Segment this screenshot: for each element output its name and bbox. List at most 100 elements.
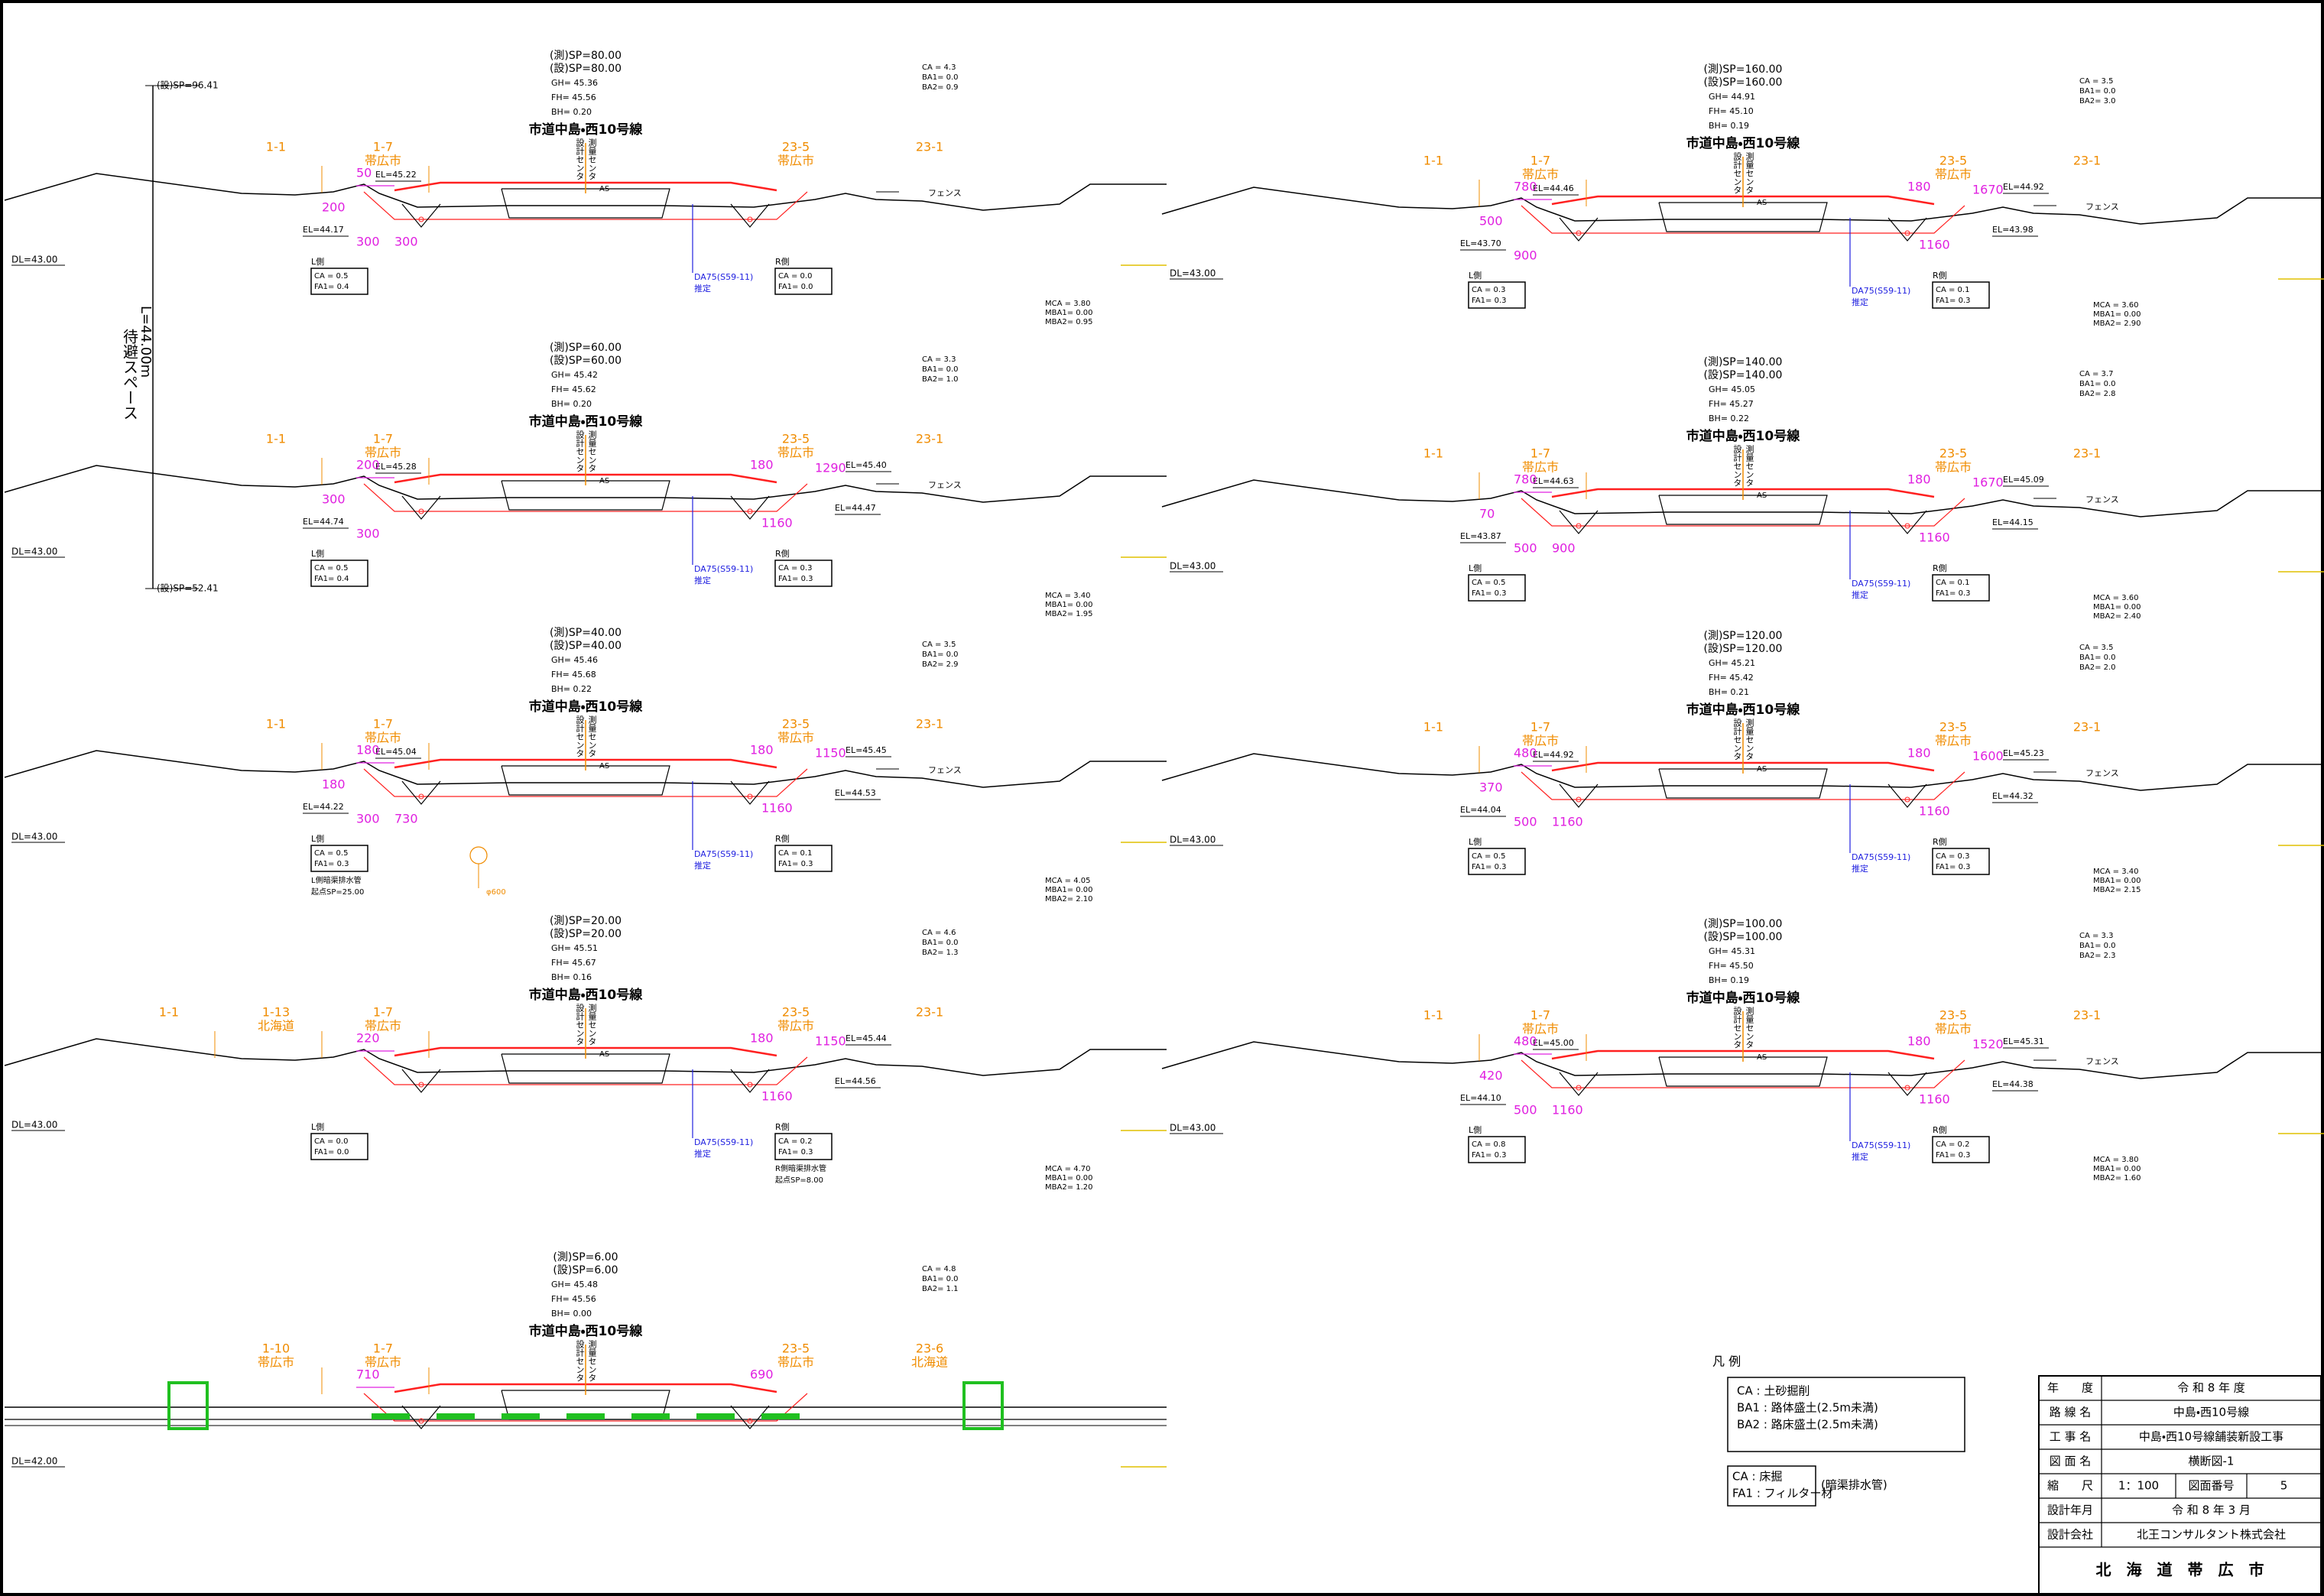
side-box — [1468, 281, 1526, 309]
side-label: L側 — [1469, 1125, 1482, 1135]
parcel-owner: 帯広市 — [365, 1355, 401, 1370]
dimension: 500 — [1514, 815, 1537, 829]
side-value: CA = 0.0 — [778, 272, 812, 281]
side-value: CA = 0.3 — [1936, 852, 1969, 861]
tb-value: 中島・西10号線 — [2173, 1406, 2249, 1419]
dimension: 1520 — [1972, 1037, 2004, 1052]
pipe — [418, 216, 424, 222]
dimension: 180 — [1907, 1034, 1931, 1049]
side-box — [774, 845, 833, 872]
dimension: 1600 — [1972, 749, 2004, 764]
side-box — [774, 560, 833, 587]
dimension: 690 — [750, 1367, 774, 1382]
parcel-owner: 帯広市 — [777, 1355, 814, 1370]
elevation: EL=44.22 — [303, 802, 344, 812]
tb-label: 設計年月 — [2047, 1504, 2093, 1517]
datum: DL=43.00 — [1170, 268, 1216, 279]
height: GH= 45.05 — [1709, 384, 1755, 394]
legend-item: BA2 : 路床盛土(2.5m未満) — [1737, 1418, 1878, 1432]
quantity-m: MCA = 3.80 — [2093, 1156, 2138, 1164]
legend-note: (暗渠排水管) — [1821, 1478, 1887, 1492]
dimension: 70 — [1479, 507, 1495, 521]
side-value: CA = 0.3 — [1472, 286, 1505, 294]
subgrade — [363, 768, 808, 797]
station: (測)SP=120.00 — [1704, 630, 1783, 642]
quantity: BA1= 0.0 — [922, 365, 959, 374]
side-value: CA = 0.5 — [314, 564, 348, 573]
dimension: 1150 — [815, 746, 846, 761]
parcel-code: 1-1 — [266, 432, 286, 446]
side-label: L側 — [311, 1122, 324, 1132]
parcel-owner: 帯広市 — [777, 154, 814, 168]
station: (測)SP=160.00 — [1704, 63, 1783, 76]
quantity: BA1= 0.0 — [922, 73, 959, 82]
side-label: R側 — [1933, 1125, 1947, 1135]
dimension: 480 — [1514, 746, 1537, 761]
parcel-code: 1-1 — [1423, 154, 1443, 168]
side-value: CA = 0.1 — [1936, 579, 1969, 587]
dimension: 900 — [1552, 541, 1576, 556]
parcel-owner: 帯広市 — [365, 154, 401, 168]
station: (設)SP=60.00 — [550, 355, 622, 367]
fence-label: フェンス — [2085, 1056, 2119, 1066]
road-box — [501, 765, 670, 796]
side-value: FA1= 0.0 — [314, 1148, 349, 1156]
elevation: EL=44.74 — [303, 517, 344, 527]
parcel-code: 1-7 — [1530, 1008, 1550, 1023]
station: (設)SP=140.00 — [1704, 369, 1783, 381]
ditch — [730, 495, 770, 520]
dimension: 300 — [322, 492, 346, 507]
pipe-label: φ600 — [486, 888, 506, 897]
center-label: 設計センタ — [1732, 152, 1742, 194]
dimension: 1160 — [761, 801, 793, 816]
center-label: 設計センタ — [1732, 719, 1742, 761]
side-value: FA1= 0.3 — [1936, 589, 1971, 598]
parcel-owner: 帯広市 — [365, 1019, 401, 1033]
quantity-m: MBA2= 2.90 — [2093, 320, 2141, 328]
side-value: CA = 0.5 — [314, 849, 348, 858]
center-label: 測量センタ — [587, 1003, 597, 1046]
dimension: 780 — [1514, 180, 1537, 194]
dimension: 370 — [1479, 780, 1503, 795]
parcel-code: 1-7 — [1530, 154, 1550, 168]
parcel-owner: 帯広市 — [1935, 460, 1972, 475]
fence-label: フェンス — [928, 765, 962, 775]
elevation: EL=44.32 — [1992, 791, 2034, 801]
tb-label: 路 線 名 — [2050, 1406, 2092, 1419]
parcel-owner: 帯広市 — [1522, 1022, 1559, 1036]
parcel-code: 23-1 — [916, 140, 943, 154]
height: FH= 45.42 — [1709, 673, 1754, 683]
parcel-code: 1-1 — [159, 1005, 179, 1020]
dimension: 1160 — [1919, 238, 1950, 252]
dimension: 180 — [750, 1031, 774, 1046]
space-length: L=44.00m — [138, 306, 154, 378]
subgrade — [363, 191, 808, 220]
parcel-code: 23-5 — [782, 1341, 810, 1356]
quantity-m: MBA1= 0.00 — [2093, 603, 2141, 611]
dimension: 300 — [356, 527, 380, 541]
quantity: BA2= 2.8 — [2079, 390, 2116, 398]
side-value: FA1= 0.3 — [1936, 863, 1971, 871]
quantity: BA1= 0.0 — [2079, 942, 2116, 950]
parcel-code: 1-7 — [373, 432, 393, 446]
dimension: 180 — [1907, 180, 1931, 194]
side-label: L側 — [1469, 271, 1482, 281]
elevation: EL=45.45 — [846, 745, 887, 755]
center-label: 設計センタ — [575, 138, 585, 180]
tb-label: 図 面 名 — [2050, 1455, 2092, 1468]
ground — [1161, 187, 2324, 225]
dimension: 1160 — [1552, 815, 1583, 829]
side-label: L側 — [1469, 563, 1482, 573]
note: R側暗渠排水管 — [775, 1163, 826, 1173]
quantity-m: MBA2= 2.10 — [1045, 895, 1093, 903]
parcel-code: 1-13 — [262, 1005, 290, 1020]
drain-note: 推定 — [1852, 1151, 1868, 1162]
height: BH= 0.20 — [551, 107, 592, 117]
subgrade — [363, 1056, 808, 1085]
road-name: 市道中島・西10号線 — [529, 699, 643, 715]
quantity: BA1= 0.0 — [2079, 87, 2116, 96]
center-label: 測量センタ — [1745, 151, 1754, 194]
dimension: 900 — [1514, 248, 1537, 263]
side-value: FA1= 0.3 — [1472, 589, 1507, 598]
height: BH= 0.22 — [551, 684, 592, 694]
